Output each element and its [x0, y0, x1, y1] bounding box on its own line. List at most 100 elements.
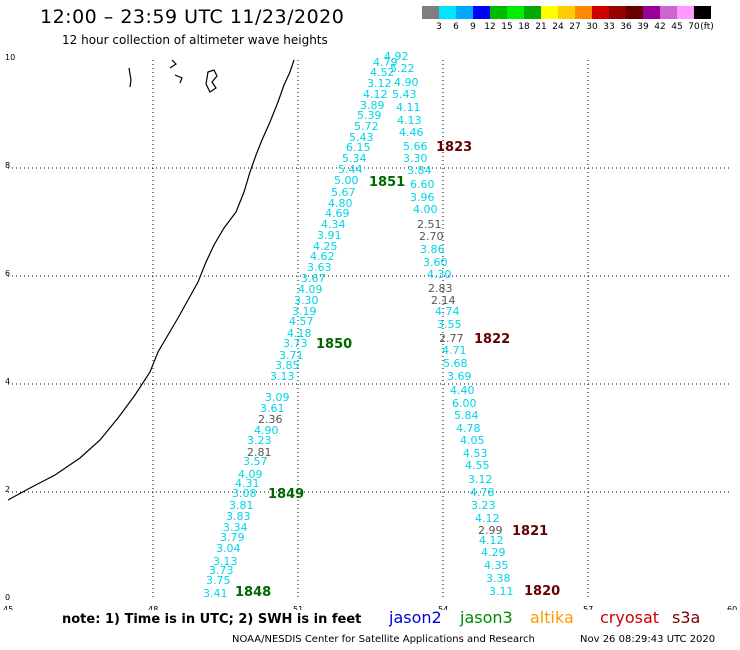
legend-swatch	[694, 6, 711, 19]
coastline	[7, 59, 295, 501]
swh-value: 3.23	[471, 499, 496, 512]
swh-value: 5.44	[338, 163, 363, 176]
y-tick-label: 6	[5, 269, 10, 278]
legend-swatch	[490, 6, 507, 19]
swh-value: 5.43	[392, 88, 417, 101]
legend-label: 30	[586, 22, 598, 32]
swh-value: 5.00	[334, 174, 359, 187]
swh-value: 3.04	[216, 542, 241, 555]
swh-value: 4.92	[384, 50, 409, 63]
swh-value: 4.12	[475, 512, 500, 525]
swh-readings: 3.413.753.733.133.043.793.343.833.813.08…	[203, 50, 560, 600]
pass-time-label: 1822	[474, 332, 510, 347]
longitude-ticks: 45 48 51 54 57 60	[3, 605, 737, 610]
swh-value: 4.00	[413, 203, 438, 216]
x-tick-label: 48	[148, 605, 158, 610]
swh-value: 4.29	[481, 546, 506, 559]
legend-label: 42	[654, 22, 666, 32]
swh-value: 3.89	[360, 99, 385, 112]
swh-value: 3.34	[223, 521, 248, 534]
legend-label: 36	[620, 22, 632, 32]
swh-value: 2.83	[428, 282, 453, 295]
swh-value: 3.08	[232, 487, 257, 500]
legend-swatch	[439, 6, 456, 19]
legend-swatch	[575, 6, 592, 19]
swh-value: 5.67	[331, 186, 356, 199]
legend-label: 39	[637, 22, 649, 32]
pass-time-label: 1849	[268, 487, 304, 502]
satellite-jason2: jason2	[389, 608, 442, 627]
island-fragments	[128, 59, 218, 93]
satellite-cryosat: cryosat	[600, 608, 660, 627]
y-tick-label: 10	[5, 53, 15, 62]
swh-value: 3.61	[260, 402, 285, 415]
legend-label: 6	[453, 22, 459, 32]
swh-value: 4.78	[470, 486, 495, 499]
legend-label: 15	[501, 22, 513, 32]
y-tick-label: 2	[5, 485, 10, 494]
chart-title: 12:00 – 23:59 UTC 11/23/2020	[40, 6, 345, 28]
legend-swatch	[626, 6, 643, 19]
swh-value: 5.68	[443, 357, 468, 370]
swh-value: 3.60	[423, 256, 448, 269]
swh-value: 3.55	[437, 318, 462, 331]
swh-value: 4.74	[435, 305, 460, 318]
legend-label: 45	[671, 22, 683, 32]
legend-swatch	[592, 6, 609, 19]
swh-value: 2.99	[478, 524, 503, 537]
pass-time-label: 1821	[512, 524, 548, 539]
satellite-jason3: jason3	[460, 608, 513, 627]
swh-value: 3.12	[468, 473, 493, 486]
swh-value: 6.60	[410, 178, 435, 191]
altimeter-map: 3.413.753.733.133.043.793.343.833.813.08…	[3, 50, 737, 610]
swh-value: 2.77	[439, 332, 464, 345]
swh-value: 3.57	[243, 455, 268, 468]
swh-value: 3.63	[307, 261, 332, 274]
chart-subtitle: 12 hour collection of altimeter wave hei…	[62, 33, 328, 47]
swh-value: 3.85	[275, 359, 300, 372]
swh-value: 4.09	[238, 468, 263, 481]
swh-value: 3.67	[301, 272, 326, 285]
swh-value: 2.51	[417, 218, 442, 231]
swh-value: 3.11	[489, 585, 514, 598]
swh-value: 4.05	[460, 434, 485, 447]
swh-value: 4.55	[465, 459, 490, 472]
satellite-s3a: s3a	[672, 608, 701, 627]
swh-value: 2.14	[431, 294, 456, 307]
x-tick-label: 54	[438, 605, 448, 610]
y-tick-label: 4	[5, 377, 10, 386]
swh-value: 3.73	[209, 564, 234, 577]
legend-swatch	[524, 6, 541, 19]
swh-value: 4.30	[427, 268, 452, 281]
swh-value: 4.80	[328, 197, 353, 210]
legend-swatch	[660, 6, 677, 19]
legend-swatch	[643, 6, 660, 19]
swh-value: 4.71	[442, 344, 467, 357]
swh-value: 3.09	[265, 391, 290, 404]
swh-value: 2.70	[419, 230, 444, 243]
swh-value: 3.38	[486, 572, 511, 585]
legend-label: 3	[436, 22, 442, 32]
generation-timestamp: Nov 26 08:29:43 UTC 2020	[580, 634, 716, 645]
legend-swatch	[422, 6, 439, 19]
pass-time-label: 1820	[524, 584, 560, 599]
swh-value: 4.90	[254, 424, 279, 437]
swh-value: 4.52	[370, 66, 395, 79]
swh-value: 3.13	[270, 370, 295, 383]
swh-value: 6.15	[346, 141, 371, 154]
pass-time-label: 1848	[235, 585, 271, 600]
swh-value: 3.86	[420, 243, 445, 256]
legend-label: 9	[470, 22, 476, 32]
pass-time-label: 1850	[316, 337, 352, 352]
legend-swatch	[609, 6, 626, 19]
swh-value: 4.69	[325, 207, 350, 220]
legend-label: 33	[603, 22, 615, 32]
pass-time-label: 1851	[369, 175, 405, 190]
swh-value: 4.13	[397, 114, 422, 127]
swh-value: 3.96	[410, 191, 435, 204]
legend-label: 18	[518, 22, 530, 32]
swh-value: 3.30	[294, 294, 319, 307]
swh-value: 5.84	[454, 409, 479, 422]
legend-label: 70	[688, 22, 700, 32]
swh-value: 3.83	[226, 510, 251, 523]
